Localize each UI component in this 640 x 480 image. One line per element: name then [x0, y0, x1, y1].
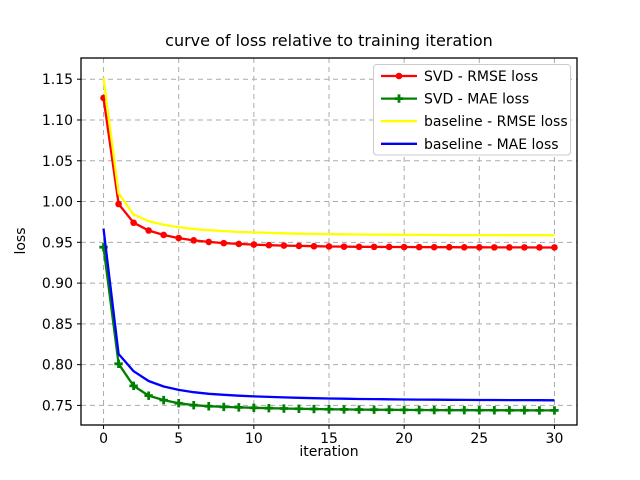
x-tick-label: 20	[395, 431, 413, 447]
marker	[340, 243, 348, 250]
legend-label: baseline - RMSE loss	[424, 114, 568, 130]
marker	[175, 234, 182, 242]
legend-item: SVD - MAE loss	[381, 92, 529, 108]
marker	[369, 405, 379, 414]
marker	[280, 242, 288, 249]
x-axis-label: iteration	[299, 444, 359, 460]
marker	[159, 395, 168, 405]
marker	[521, 244, 528, 251]
axes-frame	[80, 57, 578, 426]
legend-label: SVD - MAE loss	[424, 92, 529, 108]
marker	[520, 406, 529, 415]
marker	[505, 406, 514, 415]
marker	[249, 403, 259, 412]
marker	[384, 405, 394, 415]
y-tick-label: 0.80	[42, 358, 73, 374]
marker	[355, 243, 363, 251]
series-markers-1	[99, 243, 559, 415]
marker	[145, 227, 152, 234]
x-tick-label: 10	[245, 431, 263, 447]
marker	[490, 406, 499, 415]
marker	[475, 406, 484, 415]
marker	[385, 243, 393, 251]
marker	[536, 244, 543, 251]
y-tick-label: 1.10	[42, 113, 73, 129]
y-tick-label: 1.05	[42, 154, 73, 170]
y-tick-label: 1.00	[42, 195, 73, 211]
marker	[130, 219, 137, 227]
marker	[235, 240, 243, 248]
marker	[219, 402, 228, 412]
legend-marker	[394, 94, 404, 103]
x-tick-label: 30	[546, 431, 564, 447]
marker	[415, 243, 423, 251]
marker	[264, 404, 274, 413]
legend-label: baseline - MAE loss	[424, 137, 559, 153]
legend-marker	[395, 72, 403, 80]
marker	[550, 406, 559, 415]
series-line-2	[102, 77, 555, 237]
y-tick-label: 1.15	[42, 72, 73, 88]
marker	[265, 241, 273, 249]
marker	[250, 241, 258, 248]
marker	[354, 405, 364, 414]
x-tick-label: 15	[320, 431, 338, 447]
marker	[476, 243, 483, 251]
y-tick-label: 0.75	[42, 398, 73, 414]
series-markers-0	[100, 94, 558, 251]
marker	[144, 391, 153, 400]
marker	[491, 244, 498, 251]
marker	[220, 239, 228, 247]
marker	[551, 244, 558, 251]
marker	[204, 402, 213, 411]
marker	[129, 381, 138, 391]
legend-item: baseline - RMSE loss	[381, 114, 568, 130]
marker	[324, 405, 334, 414]
marker	[115, 200, 122, 208]
marker	[445, 243, 453, 251]
marker	[399, 405, 409, 415]
marker	[174, 399, 183, 408]
marker	[310, 242, 318, 250]
marker	[460, 243, 468, 251]
marker	[430, 243, 438, 251]
marker	[460, 405, 469, 415]
marker	[400, 243, 408, 251]
marker	[294, 404, 304, 413]
marker	[234, 403, 244, 412]
x-tick-label: 25	[470, 431, 488, 447]
x-tick-label: 5	[174, 431, 183, 447]
marker	[160, 231, 167, 239]
marker	[445, 405, 454, 415]
legend: SVD - RMSE loss SVD - MAE loss baseline - …	[373, 64, 571, 156]
marker	[205, 238, 213, 246]
legend-box	[373, 64, 571, 156]
marker	[414, 405, 424, 415]
legend-item: SVD - RMSE loss	[381, 69, 538, 85]
chart-title: curve of loss relative to training itera…	[165, 31, 493, 50]
marker	[279, 404, 289, 413]
marker	[535, 406, 544, 415]
legend-label: SVD - RMSE loss	[424, 69, 538, 85]
y-tick-label: 0.85	[42, 317, 73, 333]
marker	[370, 243, 378, 251]
marker	[339, 405, 349, 414]
marker	[295, 242, 303, 250]
marker	[114, 359, 123, 369]
marker	[430, 405, 439, 415]
marker	[189, 400, 198, 410]
y-axis-label: loss	[13, 227, 29, 255]
marker	[325, 243, 333, 250]
series-line-3	[102, 228, 555, 402]
marker	[190, 237, 198, 244]
x-tick-label: 0	[99, 431, 108, 447]
marker	[506, 244, 513, 251]
legend-item: baseline - MAE loss	[381, 137, 559, 153]
y-tick-label: 0.90	[42, 276, 73, 292]
marker	[309, 404, 319, 414]
y-tick-label: 0.95	[42, 235, 73, 251]
